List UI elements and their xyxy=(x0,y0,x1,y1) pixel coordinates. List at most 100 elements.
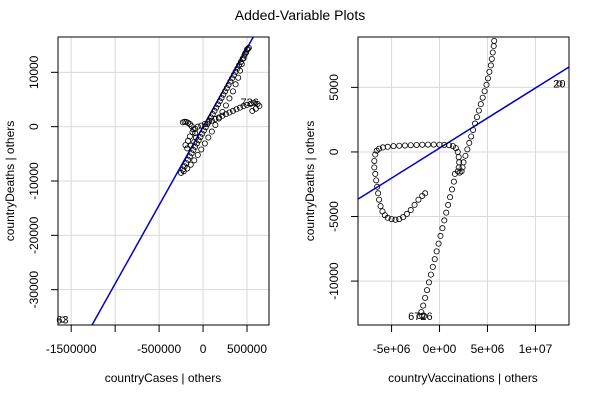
data-point xyxy=(182,142,189,149)
x-axis-title-vaccinations: countryVaccinations | others xyxy=(388,371,538,385)
data-point xyxy=(375,190,382,197)
data-point xyxy=(243,49,250,56)
data-point xyxy=(374,183,381,190)
figure-title: Added-Variable Plots xyxy=(235,7,365,23)
data-point xyxy=(450,178,457,185)
data-point xyxy=(194,151,201,158)
data-point xyxy=(477,101,484,108)
data-point xyxy=(488,55,495,62)
data-point xyxy=(401,142,408,149)
x-tick-label: -1500000 xyxy=(46,342,97,356)
data-point xyxy=(455,154,462,161)
data-point xyxy=(451,170,458,177)
data-point xyxy=(186,153,193,160)
data-point xyxy=(481,88,488,95)
x-tick-label: 0e+00 xyxy=(423,342,457,356)
data-point xyxy=(435,240,442,247)
data-point xyxy=(384,143,391,150)
data-point xyxy=(460,159,467,166)
data-point xyxy=(240,55,247,62)
data-point xyxy=(238,61,245,68)
data-point xyxy=(220,91,227,98)
data-point xyxy=(215,115,222,122)
data-point xyxy=(430,141,437,148)
y-axis-title-vaccinations: countryDeaths | others xyxy=(303,121,317,242)
data-point xyxy=(235,74,242,81)
plot-frame-vaccinations xyxy=(357,36,570,326)
y-axis-title-cases: countryDeaths | others xyxy=(3,121,17,242)
data-point xyxy=(396,216,403,223)
data-point xyxy=(212,116,219,123)
data-point xyxy=(200,127,207,134)
data-point xyxy=(447,194,454,201)
data-point xyxy=(473,114,480,121)
x-tick-label: 5e+06 xyxy=(471,342,505,356)
panel-vaccinations: 20 6726 -5e+06 0e+00 5e+06 1e+07 -10000 -5000… xyxy=(303,36,570,385)
data-point xyxy=(185,156,192,163)
data-point xyxy=(424,287,431,294)
data-point xyxy=(232,81,239,88)
data-point xyxy=(441,217,448,224)
data-point xyxy=(422,294,429,301)
data-point xyxy=(249,107,256,114)
data-point xyxy=(372,170,379,177)
data-point xyxy=(384,214,391,221)
data-point xyxy=(466,139,473,146)
data-point xyxy=(446,142,453,149)
data-point xyxy=(372,151,379,158)
y-tick-label: 5000 xyxy=(327,74,341,101)
data-point xyxy=(191,138,198,145)
data-point xyxy=(452,145,459,152)
data-point xyxy=(251,99,258,106)
data-point xyxy=(244,101,251,108)
data-point xyxy=(197,133,204,140)
data-point xyxy=(208,128,215,135)
data-point xyxy=(218,94,225,101)
data-point xyxy=(188,150,195,157)
data-point xyxy=(392,216,399,223)
data-point xyxy=(419,141,426,148)
data-point xyxy=(413,141,420,148)
data-point xyxy=(431,256,438,263)
data-point xyxy=(436,141,443,148)
data-point xyxy=(209,111,216,118)
data-point xyxy=(201,140,208,147)
data-point xyxy=(421,312,428,319)
data-point xyxy=(213,104,220,111)
x-tick-label: -500000 xyxy=(137,342,181,356)
data-point xyxy=(373,177,380,184)
data-point xyxy=(437,232,444,239)
data-point xyxy=(379,208,386,215)
data-point xyxy=(427,271,434,278)
data-point xyxy=(245,44,252,51)
data-point xyxy=(479,94,486,101)
y-tick-label: 0 xyxy=(327,148,341,155)
data-point xyxy=(240,103,247,110)
data-point xyxy=(376,196,383,203)
data-point xyxy=(184,145,191,152)
data-point xyxy=(180,168,187,175)
regression-line-vaccinations xyxy=(357,66,570,200)
data-point xyxy=(419,312,426,319)
data-point xyxy=(185,119,192,126)
data-point xyxy=(186,133,193,140)
y-tick-label: -10000 xyxy=(327,262,341,300)
data-point xyxy=(227,78,234,85)
data-point xyxy=(484,75,491,82)
data-point xyxy=(230,72,237,79)
data-point xyxy=(445,201,452,208)
data-point xyxy=(491,37,498,44)
data-point xyxy=(225,81,232,88)
data-point xyxy=(390,143,397,150)
data-point xyxy=(215,101,222,108)
regression-line-cases xyxy=(91,36,254,326)
data-point xyxy=(462,152,469,159)
data-point xyxy=(229,75,236,82)
data-point xyxy=(416,312,423,319)
data-point xyxy=(420,302,427,309)
data-point xyxy=(205,119,212,126)
data-point xyxy=(371,164,378,171)
data-point xyxy=(244,46,251,53)
x-axis-title-cases: countryCases | others xyxy=(105,371,222,385)
data-point xyxy=(475,107,482,114)
